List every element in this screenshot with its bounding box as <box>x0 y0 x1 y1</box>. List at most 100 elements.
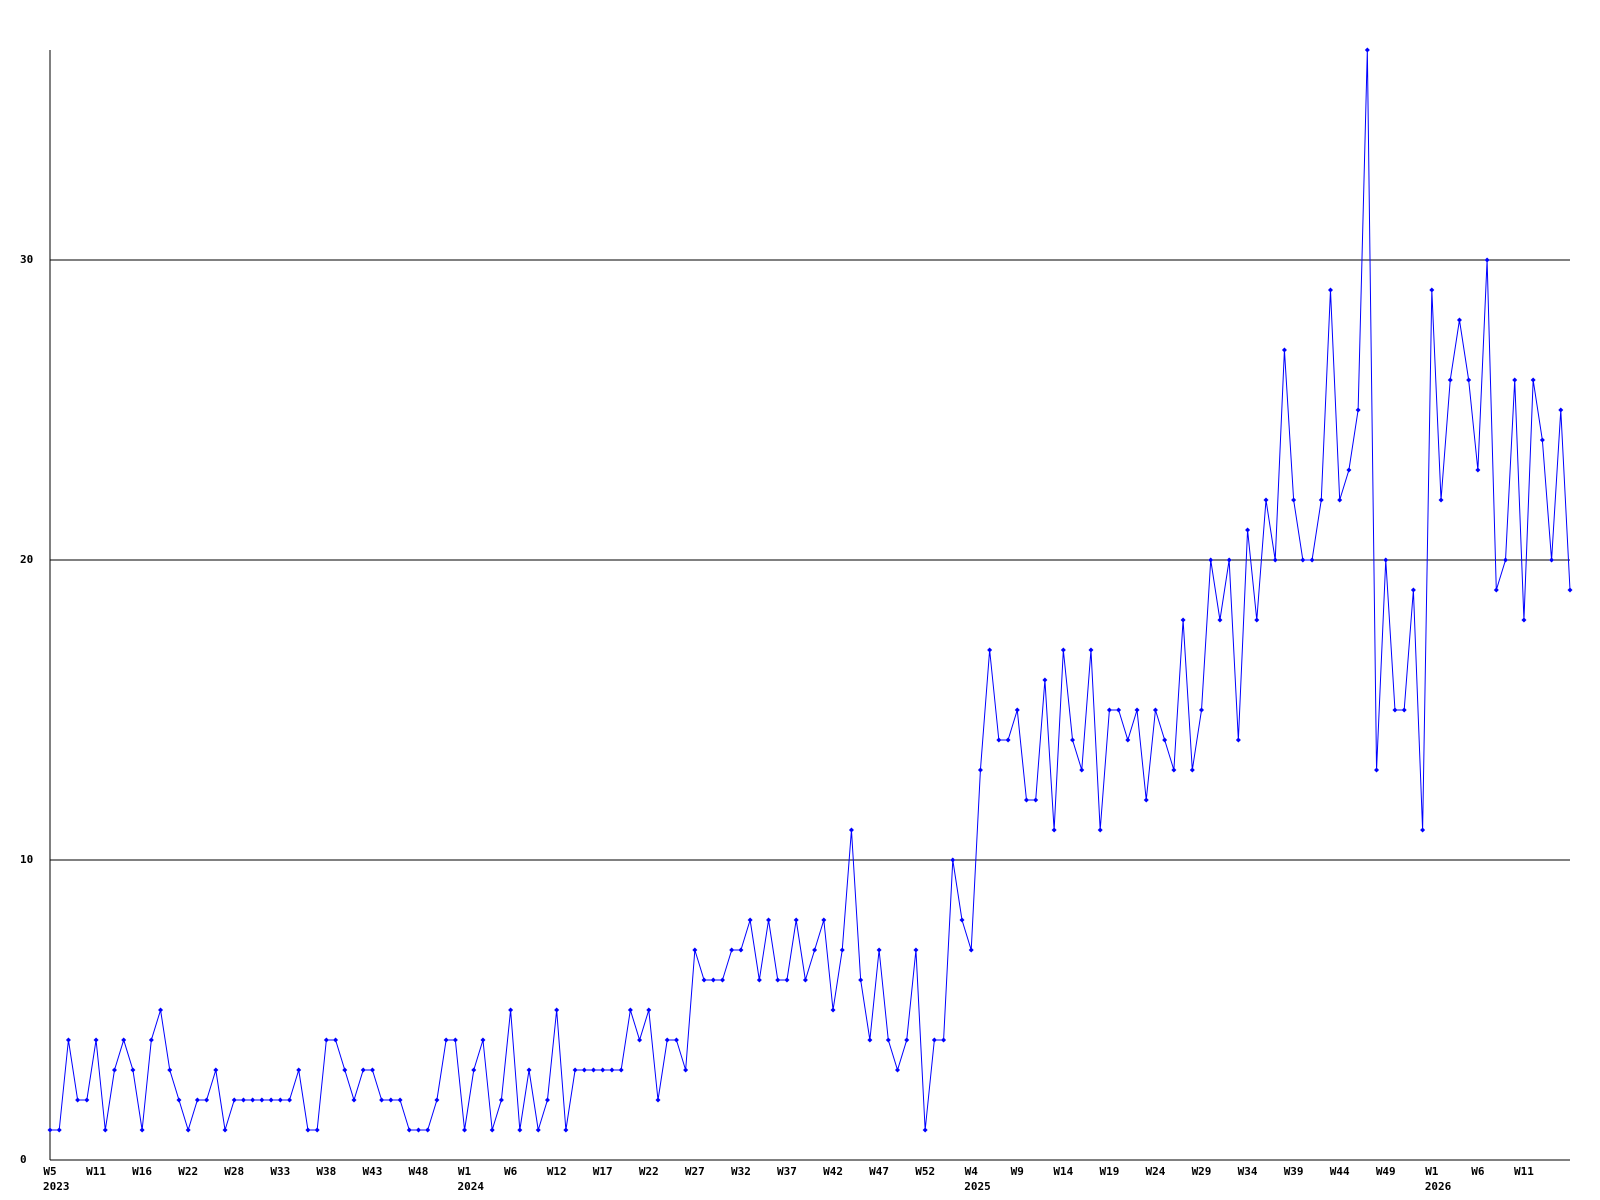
point-marker <box>1401 707 1407 713</box>
point-marker <box>194 1097 200 1103</box>
x-tick-label: W39 <box>1284 1165 1304 1178</box>
point-marker <box>830 1007 836 1013</box>
point-marker <box>756 977 762 983</box>
point-marker <box>1300 557 1306 563</box>
point-marker <box>1143 797 1149 803</box>
point-marker <box>231 1097 237 1103</box>
point-marker <box>222 1127 228 1133</box>
point-marker <box>1162 737 1168 743</box>
point-marker <box>609 1067 615 1073</box>
point-marker <box>655 1097 661 1103</box>
point-marker <box>812 947 818 953</box>
point-marker <box>47 1127 53 1133</box>
point-marker <box>1512 377 1518 383</box>
point-marker <box>1558 407 1564 413</box>
point-marker <box>1337 497 1343 503</box>
point-marker <box>1530 377 1536 383</box>
point-marker <box>784 977 790 983</box>
point-marker <box>1263 497 1269 503</box>
point-marker <box>1245 527 1251 533</box>
x-tick-label: W22 <box>639 1165 659 1178</box>
point-marker <box>913 947 919 953</box>
point-marker <box>351 1097 357 1103</box>
point-marker <box>121 1037 127 1043</box>
point-marker <box>434 1097 440 1103</box>
point-marker <box>369 1067 375 1073</box>
point-marker <box>1254 617 1260 623</box>
point-marker <box>1180 617 1186 623</box>
point-marker <box>1567 587 1573 593</box>
point-marker <box>1383 557 1389 563</box>
point-marker <box>1070 737 1076 743</box>
x-tick-label: W44 <box>1330 1165 1350 1178</box>
x-year-label: 2024 <box>458 1180 485 1193</box>
y-tick-label: 20 <box>20 553 33 566</box>
point-marker <box>1014 707 1020 713</box>
point-marker <box>333 1037 339 1043</box>
point-marker <box>922 1127 928 1133</box>
point-marker <box>987 647 993 653</box>
x-tick-label: W14 <box>1053 1165 1073 1178</box>
point-marker <box>452 1037 458 1043</box>
point-marker <box>84 1097 90 1103</box>
point-marker <box>701 977 707 983</box>
point-marker <box>471 1067 477 1073</box>
point-marker <box>56 1127 62 1133</box>
point-marker <box>379 1097 385 1103</box>
point-marker <box>1079 767 1085 773</box>
point-marker <box>683 1067 689 1073</box>
point-marker <box>287 1097 293 1103</box>
x-tick-label: W33 <box>270 1165 290 1178</box>
point-marker <box>535 1127 541 1133</box>
x-tick-label: W1 <box>458 1165 472 1178</box>
x-tick-label: W38 <box>316 1165 336 1178</box>
point-marker <box>1410 587 1416 593</box>
point-marker <box>1171 767 1177 773</box>
point-marker <box>425 1127 431 1133</box>
point-marker <box>277 1097 283 1103</box>
point-marker <box>931 1037 937 1043</box>
point-marker <box>904 1037 910 1043</box>
x-tick-label: W22 <box>178 1165 198 1178</box>
point-marker <box>213 1067 219 1073</box>
x-tick-label: W34 <box>1238 1165 1258 1178</box>
point-marker <box>729 947 735 953</box>
point-marker <box>1364 47 1370 53</box>
point-marker <box>1484 257 1490 263</box>
point-marker <box>176 1097 182 1103</box>
point-marker <box>305 1127 311 1133</box>
point-marker <box>876 947 882 953</box>
point-marker <box>1281 347 1287 353</box>
point-marker <box>314 1127 320 1133</box>
x-tick-label: W11 <box>1514 1165 1534 1178</box>
point-marker <box>1355 407 1361 413</box>
point-marker <box>627 1007 633 1013</box>
point-marker <box>148 1037 154 1043</box>
point-marker <box>1438 497 1444 503</box>
point-marker <box>1134 707 1140 713</box>
point-marker <box>342 1067 348 1073</box>
point-marker <box>1374 767 1380 773</box>
point-marker <box>544 1097 550 1103</box>
x-tick-label: W24 <box>1146 1165 1166 1178</box>
point-marker <box>1217 617 1223 623</box>
point-marker <box>296 1067 302 1073</box>
point-marker <box>1023 797 1029 803</box>
point-marker <box>600 1067 606 1073</box>
point-marker <box>1226 557 1232 563</box>
x-year-label: 2023 <box>43 1180 70 1193</box>
point-marker <box>1521 617 1527 623</box>
point-marker <box>766 917 772 923</box>
point-marker <box>1309 557 1315 563</box>
point-marker <box>1152 707 1158 713</box>
point-marker <box>323 1037 329 1043</box>
point-marker <box>885 1037 891 1043</box>
point-marker <box>1051 827 1057 833</box>
x-tick-label: W27 <box>685 1165 705 1178</box>
point-marker <box>1318 497 1324 503</box>
point-marker <box>1429 287 1435 293</box>
point-marker <box>1503 557 1509 563</box>
point-marker <box>508 1007 514 1013</box>
point-marker <box>517 1127 523 1133</box>
point-marker <box>462 1127 468 1133</box>
